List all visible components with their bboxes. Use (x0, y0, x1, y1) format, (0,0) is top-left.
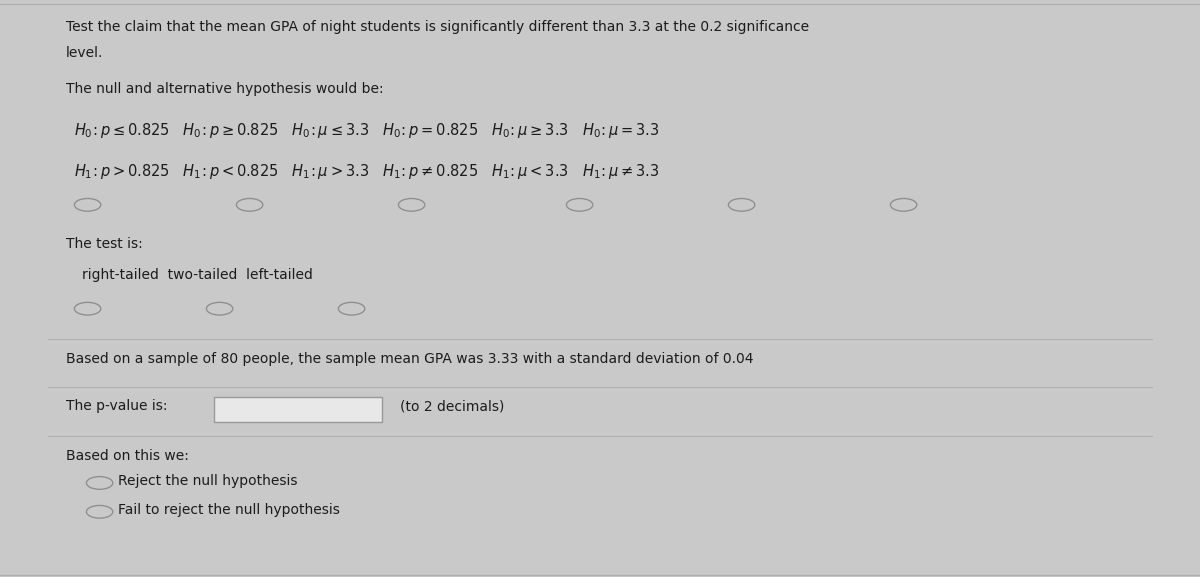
FancyBboxPatch shape (214, 397, 382, 422)
Text: The p-value is:: The p-value is: (66, 399, 168, 413)
Text: Based on a sample of 80 people, the sample mean GPA was 3.33 with a standard dev: Based on a sample of 80 people, the samp… (66, 352, 754, 366)
Text: The test is:: The test is: (66, 237, 143, 250)
Text: (to 2 decimals): (to 2 decimals) (400, 399, 504, 413)
Text: Test the claim that the mean GPA of night students is significantly different th: Test the claim that the mean GPA of nigh… (66, 20, 809, 34)
Text: $H_0\!:p \leq 0.825$   $H_0\!:p \geq 0.825$   $H_0\!:\mu \leq 3.3$   $H_0\!:p = : $H_0\!:p \leq 0.825$ $H_0\!:p \geq 0.825… (74, 121, 660, 140)
Text: Fail to reject the null hypothesis: Fail to reject the null hypothesis (118, 503, 340, 517)
Text: The null and alternative hypothesis would be:: The null and alternative hypothesis woul… (66, 82, 384, 96)
Text: Based on this we:: Based on this we: (66, 449, 188, 463)
Text: $H_1\!:p > 0.825$   $H_1\!:p < 0.825$   $H_1\!:\mu > 3.3$   $H_1\!:p \neq 0.825$: $H_1\!:p > 0.825$ $H_1\!:p < 0.825$ $H_1… (74, 162, 660, 181)
Text: right-tailed  two-tailed  left-tailed: right-tailed two-tailed left-tailed (82, 268, 312, 282)
Text: Reject the null hypothesis: Reject the null hypothesis (118, 474, 298, 488)
Text: level.: level. (66, 46, 103, 60)
